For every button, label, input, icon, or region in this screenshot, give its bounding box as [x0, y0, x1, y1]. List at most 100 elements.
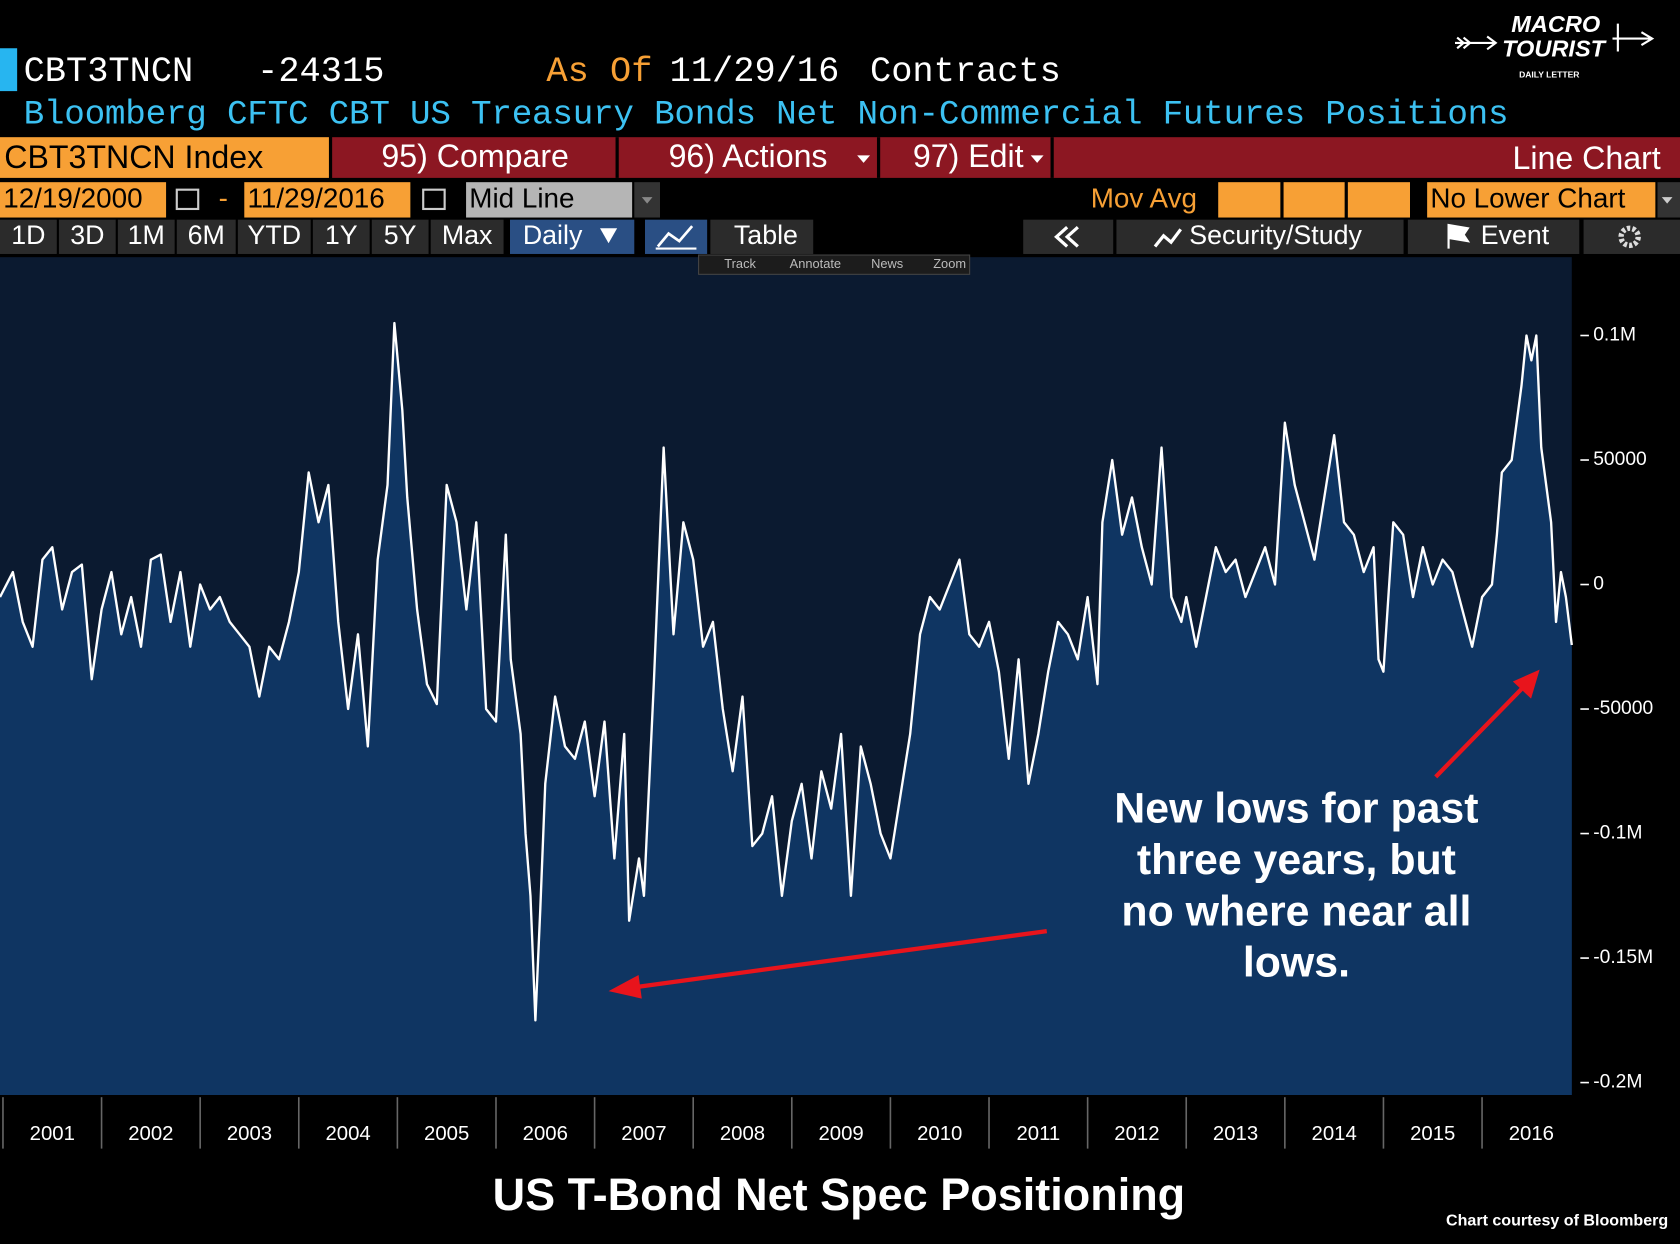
start-date[interactable]: 12/19/2000	[3, 183, 142, 214]
frequency[interactable]: Daily	[523, 220, 583, 250]
x-tick-label: 2012	[1114, 1123, 1159, 1145]
start-date-box[interactable]	[0, 182, 167, 218]
tool-button[interactable]: Zoom	[933, 256, 966, 271]
range-button[interactable]: 5Y	[384, 220, 417, 250]
security-box[interactable]	[0, 137, 329, 178]
tool-button[interactable]: Track	[724, 256, 756, 271]
x-tick-label: 2013	[1213, 1123, 1258, 1145]
range-button[interactable]: 6M	[188, 220, 225, 250]
range-button[interactable]: 1Y	[325, 220, 358, 250]
x-axis-band	[0, 1095, 1680, 1149]
range-box[interactable]	[0, 219, 57, 254]
as-of-date: 11/29/16	[670, 52, 840, 92]
settings-box[interactable]	[1583, 219, 1680, 254]
lower-chart-box[interactable]	[1427, 182, 1656, 218]
chart-icon[interactable]	[656, 225, 694, 248]
security[interactable]: CBT3TNCN Index	[4, 139, 263, 175]
ticker: CBT3TNCN	[24, 52, 194, 92]
end-date[interactable]: 11/29/2016	[247, 183, 384, 214]
y-tick-label: 50000	[1593, 449, 1647, 470]
range-button[interactable]: 1M	[128, 220, 165, 250]
arrowhead	[1512, 669, 1540, 699]
range-box[interactable]	[430, 219, 504, 254]
dropdown-icon[interactable]	[1030, 155, 1044, 163]
x-tick-label: 2007	[621, 1123, 666, 1145]
range-box[interactable]	[312, 219, 370, 254]
ticker-marker	[0, 48, 18, 92]
range-box[interactable]	[176, 219, 236, 254]
x-tick-label: 2005	[424, 1123, 469, 1145]
mov-avg-box[interactable]	[1347, 182, 1410, 218]
range-button[interactable]: 1D	[11, 220, 45, 250]
logo-tagline: DAILY LETTER	[1519, 69, 1580, 79]
tool-button[interactable]: News	[871, 256, 903, 271]
line	[0, 321, 1573, 1022]
table-box[interactable]	[710, 219, 814, 254]
range-button[interactable]: YTD	[248, 220, 302, 250]
logo-line1: MACRO	[1511, 11, 1600, 37]
event-icon[interactable]	[1447, 223, 1471, 249]
chart-title: US T-Bond Net Spec Positioning	[493, 1169, 1186, 1220]
range-box[interactable]	[58, 219, 116, 254]
range-box[interactable]	[237, 219, 311, 254]
annotation-line: New lows for past	[1114, 784, 1478, 832]
x-tick-label: 2003	[227, 1123, 272, 1145]
tool-button[interactable]: Annotate	[790, 256, 841, 271]
table-button[interactable]: Table	[734, 220, 798, 250]
range-box[interactable]	[117, 219, 175, 254]
arrow	[1434, 682, 1529, 779]
end-date-box[interactable]	[244, 182, 411, 218]
study-button[interactable]: Security/Study	[1189, 220, 1362, 250]
collapse-icon[interactable]	[1054, 225, 1079, 248]
calendar-icon[interactable]	[422, 188, 446, 211]
logo-arrow	[1455, 35, 1498, 51]
line-style[interactable]: Mid Line	[469, 183, 574, 214]
dropdown-icon[interactable]	[857, 155, 870, 163]
mov-avg: Mov Avg	[1091, 183, 1197, 214]
as-of-label: As Of	[546, 52, 652, 92]
x-tick-label: 2011	[1016, 1123, 1060, 1145]
y-tick-label: -0.15M	[1593, 947, 1653, 968]
range-button[interactable]: Max	[442, 220, 493, 250]
x-tick-label: 2009	[818, 1123, 863, 1145]
annotation-line: lows.	[1243, 939, 1350, 987]
annotation-line: no where near all	[1121, 887, 1471, 935]
arrow	[637, 928, 1048, 989]
logo-line2: TOURIST	[1502, 36, 1608, 62]
dropdown-icon[interactable]	[600, 228, 618, 244]
description: Bloomberg CFTC CBT US Treasury Bonds Net…	[24, 96, 1509, 135]
line-style-box[interactable]	[466, 182, 633, 218]
x-tick-label: 2014	[1312, 1123, 1357, 1145]
menu-compare[interactable]: 95) Compare	[381, 138, 568, 174]
date-separator: -	[219, 183, 228, 214]
x-tick-label: 2004	[325, 1123, 370, 1145]
dropdown-icon[interactable]	[641, 197, 653, 204]
x-tick-label: 2016	[1509, 1123, 1554, 1145]
arrowhead	[608, 975, 642, 999]
chart-tools	[698, 254, 971, 275]
y-tick-label: -0.1M	[1593, 823, 1642, 844]
event-box[interactable]	[1407, 219, 1580, 254]
frequency-box[interactable]	[510, 219, 635, 254]
menu-edit[interactable]: 97) Edit	[913, 138, 1024, 174]
range-box[interactable]	[371, 219, 429, 254]
x-tick-label: 2001	[30, 1123, 75, 1145]
mov-avg-box[interactable]	[1283, 182, 1345, 218]
chart-type: Line Chart	[1512, 140, 1660, 176]
event-button[interactable]: Event	[1481, 220, 1550, 250]
lower-chart[interactable]: No Lower Chart	[1430, 183, 1625, 214]
x-tick-label: 2006	[523, 1123, 568, 1145]
menu-actions[interactable]: 96) Actions	[669, 138, 828, 174]
study-icon[interactable]	[1153, 228, 1182, 248]
last-value: -24315	[257, 52, 384, 92]
settings-icon[interactable]	[1618, 225, 1641, 249]
x-tick-label: 2015	[1410, 1123, 1455, 1145]
logo: MACRO TOURIST DAILY LETTER	[1455, 11, 1655, 79]
range-button[interactable]: 3D	[70, 220, 104, 250]
calendar-icon[interactable]	[175, 188, 200, 211]
logo-arrow	[1612, 23, 1655, 52]
dropdown-icon[interactable]	[1661, 197, 1673, 204]
mov-avg-box[interactable]	[1218, 182, 1281, 218]
annotation-line: three years, but	[1137, 836, 1456, 884]
